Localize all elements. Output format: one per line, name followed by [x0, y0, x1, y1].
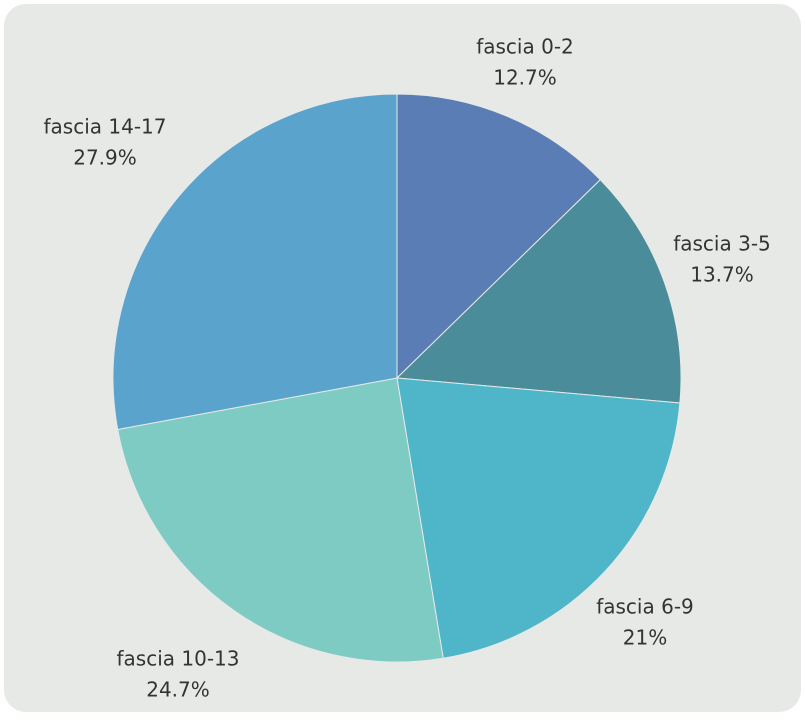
- pie-slice: [112, 93, 398, 431]
- slice-label: fascia 0-2: [476, 35, 574, 59]
- pie-slice: [396, 377, 681, 659]
- slice-label: fascia 3-5: [673, 232, 771, 256]
- pie-slice: [396, 93, 602, 380]
- pie-slice: [395, 179, 682, 404]
- slice-label: fascia 6-9: [596, 595, 694, 619]
- slice-value-label: 21%: [623, 626, 667, 650]
- slice-value-label: 27.9%: [73, 146, 137, 170]
- slice-value-label: 13.7%: [690, 263, 754, 287]
- slice-value-label: 12.7%: [493, 66, 557, 90]
- slice-label: fascia 10-13: [117, 647, 240, 671]
- pie-slice: [117, 377, 444, 663]
- slice-label: fascia 14-17: [44, 115, 167, 139]
- slice-value-label: 24.7%: [146, 678, 210, 702]
